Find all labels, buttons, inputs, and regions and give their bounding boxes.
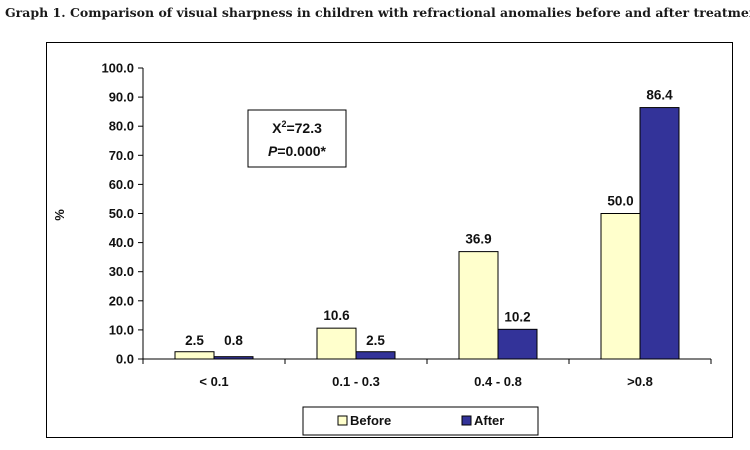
- x-tick-label: 0.1 - 0.3: [332, 374, 380, 389]
- y-tick-label: 30.0: [109, 264, 134, 279]
- bar-before: [458, 251, 499, 360]
- x-tick-labels: < 0.1 0.1 - 0.3 0.4 - 0.8 >0.8: [199, 374, 652, 389]
- y-axis-label: %: [52, 209, 67, 221]
- y-tick-label: 100.0: [101, 61, 134, 76]
- data-labels: 2.5 0.8 10.6 2.5 36.9 10.2 50.0 86.4: [185, 88, 673, 348]
- bar-before: [316, 327, 357, 360]
- x-tick-label: 0.4 - 0.8: [474, 374, 522, 389]
- chi-square-symbol: X: [272, 120, 282, 136]
- y-tick-label: 40.0: [109, 235, 134, 250]
- y-tick-label: 0.0: [116, 352, 134, 367]
- y-tick-label: 20.0: [109, 293, 134, 308]
- data-label-after: 2.5: [366, 333, 385, 348]
- y-tick-label: 10.0: [109, 322, 134, 337]
- data-label-before: 36.9: [465, 232, 491, 247]
- legend-swatch-before: [337, 415, 348, 426]
- chi-square-exponent: 2: [281, 119, 286, 129]
- y-tick-label: 50.0: [109, 206, 134, 221]
- data-label-after: 0.8: [224, 333, 243, 348]
- legend-swatch-after: [461, 415, 472, 426]
- x-tick-label: >0.8: [627, 374, 653, 389]
- chart-frame: [46, 42, 733, 438]
- p-value-text: P=0.000*: [268, 143, 327, 159]
- bar-after: [639, 107, 680, 360]
- data-label-after: 86.4: [646, 88, 673, 103]
- data-label-after: 10.2: [504, 309, 530, 324]
- bar-after: [213, 356, 254, 360]
- y-tick-label: 60.0: [109, 177, 134, 192]
- stats-annotation: X2=72.3 P=0.000*: [247, 109, 347, 168]
- legend-label-after: After: [474, 413, 504, 428]
- data-label-before: 50.0: [607, 194, 633, 209]
- bar-after: [355, 351, 396, 360]
- data-label-before: 10.6: [323, 308, 350, 323]
- stats-box: [247, 109, 347, 168]
- legend-label-before: Before: [350, 413, 391, 428]
- chi-square-text: X2=72.3: [272, 119, 322, 136]
- legend: Before After: [302, 406, 539, 436]
- p-value: =0.000*: [277, 143, 326, 159]
- y-tick-label: 70.0: [109, 148, 134, 163]
- y-tick-label: 80.0: [109, 119, 134, 134]
- y-ticks: 0.0 10.0 20.0 30.0 40.0 50.0 60.0 70.0 80.0 90.0 1…: [101, 61, 143, 367]
- p-symbol: P: [268, 143, 278, 159]
- x-tick-label: < 0.1: [199, 374, 228, 389]
- bars: [174, 107, 680, 360]
- data-label-before: 2.5: [185, 333, 204, 348]
- bar-before: [174, 351, 215, 360]
- bar-before: [600, 213, 641, 360]
- bar-after: [497, 328, 538, 360]
- chi-square-value: =72.3: [286, 120, 322, 136]
- y-tick-label: 90.0: [109, 90, 134, 105]
- chart-caption: Graph 1. Comparison of visual sharpness …: [5, 5, 750, 20]
